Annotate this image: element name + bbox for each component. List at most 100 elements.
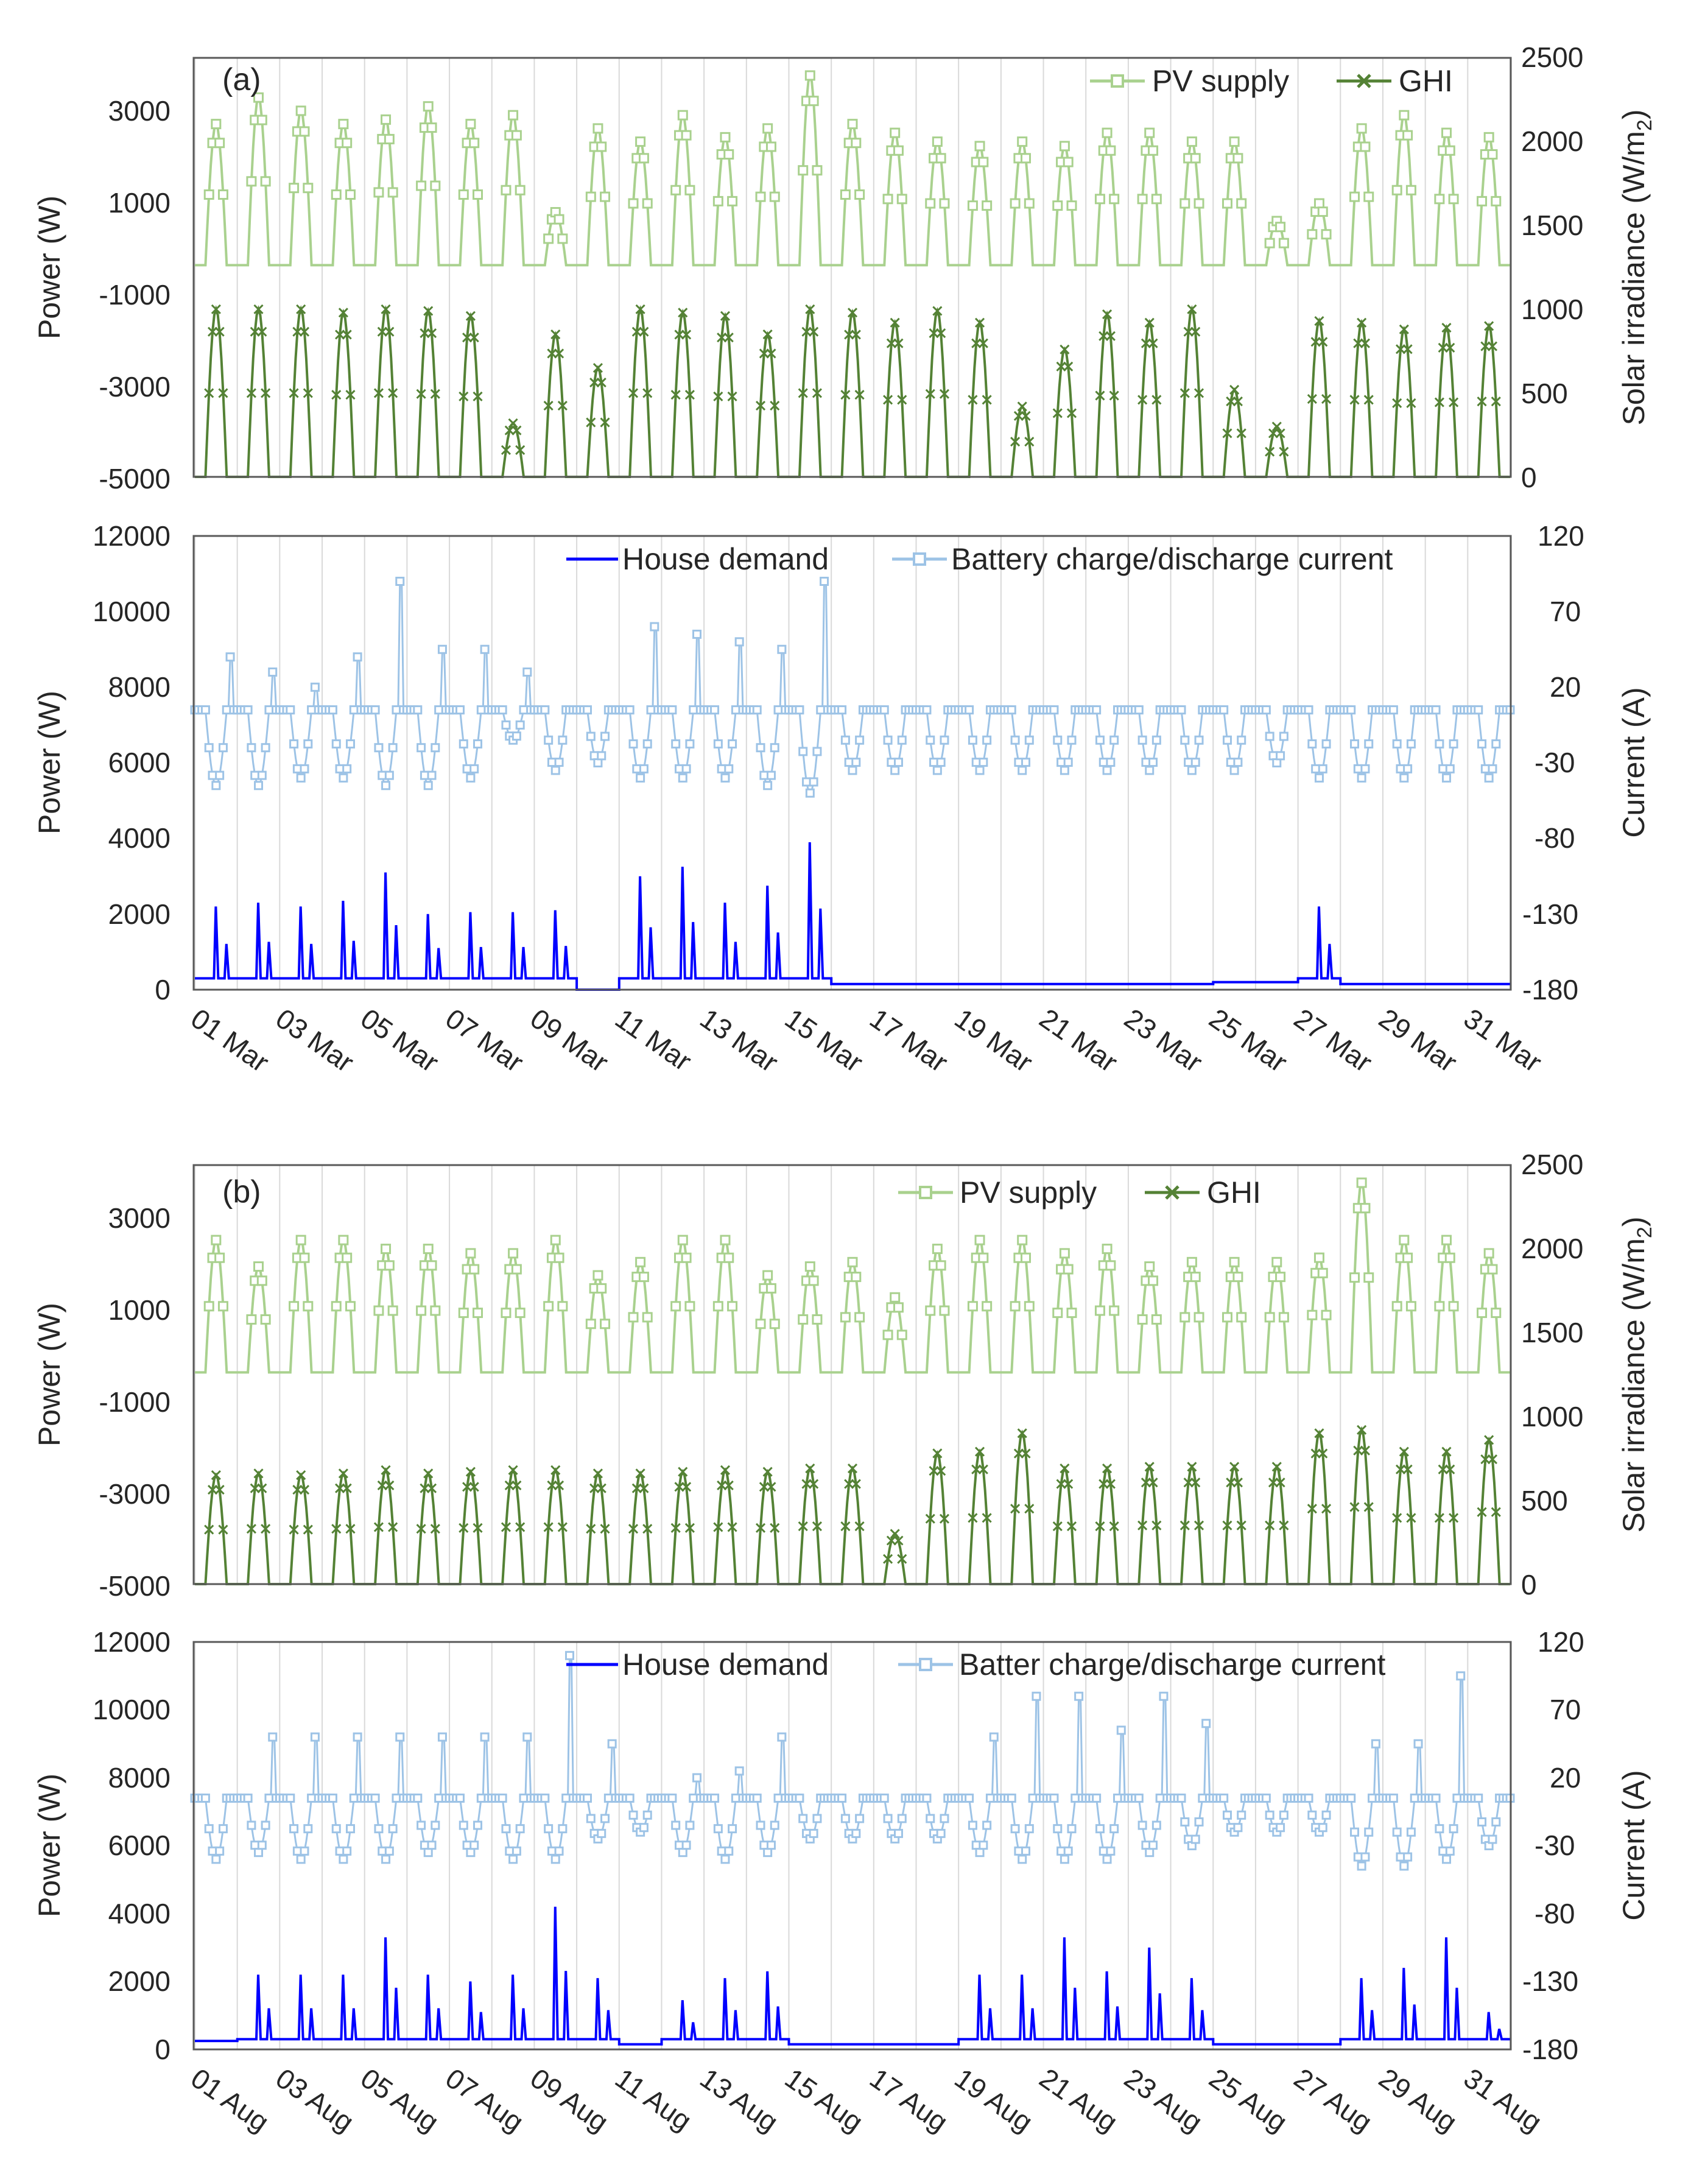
pv-supply-point	[804, 1261, 815, 1272]
battery-current-point	[1392, 1827, 1402, 1837]
pv-supply-point	[893, 1302, 904, 1313]
battery-current-point	[554, 758, 564, 767]
ghi-point	[1063, 1479, 1074, 1489]
pv-supply-point	[1190, 1272, 1201, 1283]
pv-supply-point	[458, 189, 469, 200]
ghi-point	[1399, 1446, 1409, 1457]
battery-current-point	[303, 1824, 313, 1834]
battery-current-point	[455, 705, 465, 715]
pv-supply-point	[1017, 1235, 1028, 1245]
battery-current-point	[642, 1810, 652, 1820]
ghi-point	[214, 1485, 225, 1495]
ghi-point	[1395, 1464, 1406, 1474]
ylabel-left-b-bottom: Power (W)	[32, 1774, 66, 1917]
battery-current-point	[1388, 1793, 1398, 1803]
ghi-point	[1395, 344, 1406, 354]
battery-current-point	[625, 1793, 635, 1803]
battery-current-point	[1180, 1817, 1190, 1826]
pv-supply-point	[1271, 1256, 1282, 1267]
ghi-point	[631, 326, 642, 337]
pv-supply-point	[635, 1256, 646, 1267]
pv-supply-point	[384, 133, 395, 144]
ghi-point	[893, 338, 904, 348]
pv-supply-point	[670, 185, 681, 196]
pv-supply-point	[812, 1314, 823, 1325]
battery-current-point	[766, 770, 776, 780]
ytick-right: 20	[1550, 671, 1581, 703]
battery-current-point	[692, 1773, 702, 1783]
battery-current-point	[1371, 1739, 1380, 1749]
pv-supply-point	[426, 1260, 437, 1271]
battery-current-point	[1388, 705, 1398, 715]
pv-supply-point	[1487, 149, 1498, 160]
ghi-point	[501, 445, 511, 456]
ghi-point	[1271, 421, 1282, 432]
battery-current-point	[597, 1828, 606, 1838]
pv-supply-point	[1402, 1252, 1413, 1263]
ghi-point	[1024, 1504, 1035, 1514]
battery-current-point	[511, 1846, 521, 1856]
pv-supply-point	[246, 1314, 257, 1325]
panel-label-a: (a)	[222, 62, 261, 97]
legend-label-ghi: GHI	[1207, 1175, 1261, 1210]
battery-current-point	[936, 1828, 946, 1838]
ytick-right: 2500	[1521, 41, 1583, 73]
battery-current-point	[331, 739, 341, 749]
ytick-left: 3000	[108, 95, 170, 127]
pv-supply-point	[840, 1312, 851, 1323]
battery-current-point	[720, 1855, 730, 1864]
ghi-point	[1148, 338, 1158, 348]
battery-current-point	[837, 1793, 847, 1803]
ghi-point	[430, 389, 440, 399]
battery-current-point	[1431, 1793, 1441, 1803]
ytick-left: 6000	[108, 747, 170, 778]
battery-current-point	[855, 735, 865, 745]
battery-current-point	[756, 1820, 765, 1830]
pv-supply-point	[1349, 191, 1360, 202]
battery-current-point	[681, 1841, 691, 1850]
battery-current-point	[1102, 766, 1112, 775]
battery-current-point	[777, 1732, 787, 1742]
battery-current-point	[1145, 766, 1155, 775]
battery-current-point	[837, 705, 847, 715]
ghi-point	[1349, 1502, 1360, 1512]
plot-frame-a-top	[192, 57, 1512, 478]
ghi-point	[840, 390, 851, 400]
battery-current-point	[1190, 758, 1200, 767]
battery-current-point	[583, 705, 592, 715]
ghi-point	[459, 391, 469, 401]
ghi-point	[882, 1554, 893, 1564]
battery-current-point	[692, 629, 702, 639]
battery-current-point	[501, 1824, 511, 1834]
ghi-point	[596, 1483, 606, 1493]
pv-supply-point	[762, 123, 773, 134]
battery-current-point	[1049, 705, 1059, 715]
ghi-point	[974, 1446, 985, 1457]
ytick-left: -5000	[99, 463, 170, 495]
panel-a-top: (a) 3000 1000 -1000 -3000 -5000 2500 200…	[32, 41, 1656, 495]
pv-supply-point	[851, 1272, 862, 1283]
ytick-right: -130	[1522, 1965, 1578, 1997]
ghi-point	[1392, 1513, 1402, 1523]
battery-current-point	[1237, 1810, 1246, 1820]
ytick-right: 1500	[1521, 210, 1583, 241]
pv-supply-point	[812, 165, 823, 176]
pv-supply-point	[373, 187, 384, 198]
battery-current-point	[1441, 1855, 1451, 1864]
battery-current-point	[1190, 1834, 1200, 1844]
pv-supply-point	[681, 130, 692, 141]
series-b-bottom	[190, 1650, 1515, 2046]
ghi-point	[968, 1513, 978, 1523]
battery-current-point	[1431, 705, 1441, 715]
pv-supply-point	[982, 200, 993, 211]
battery-current-point	[968, 735, 977, 745]
ghi-point	[501, 1522, 511, 1532]
ytick-left: 3000	[108, 1202, 170, 1234]
pv-supply-point	[1477, 196, 1488, 206]
battery-current-point	[1219, 705, 1229, 715]
ghi-point	[207, 326, 218, 337]
pv-supply-point	[600, 191, 611, 202]
battery-current-point	[388, 743, 398, 753]
ghi-point	[331, 1524, 342, 1534]
ghi-point	[1137, 1520, 1148, 1531]
